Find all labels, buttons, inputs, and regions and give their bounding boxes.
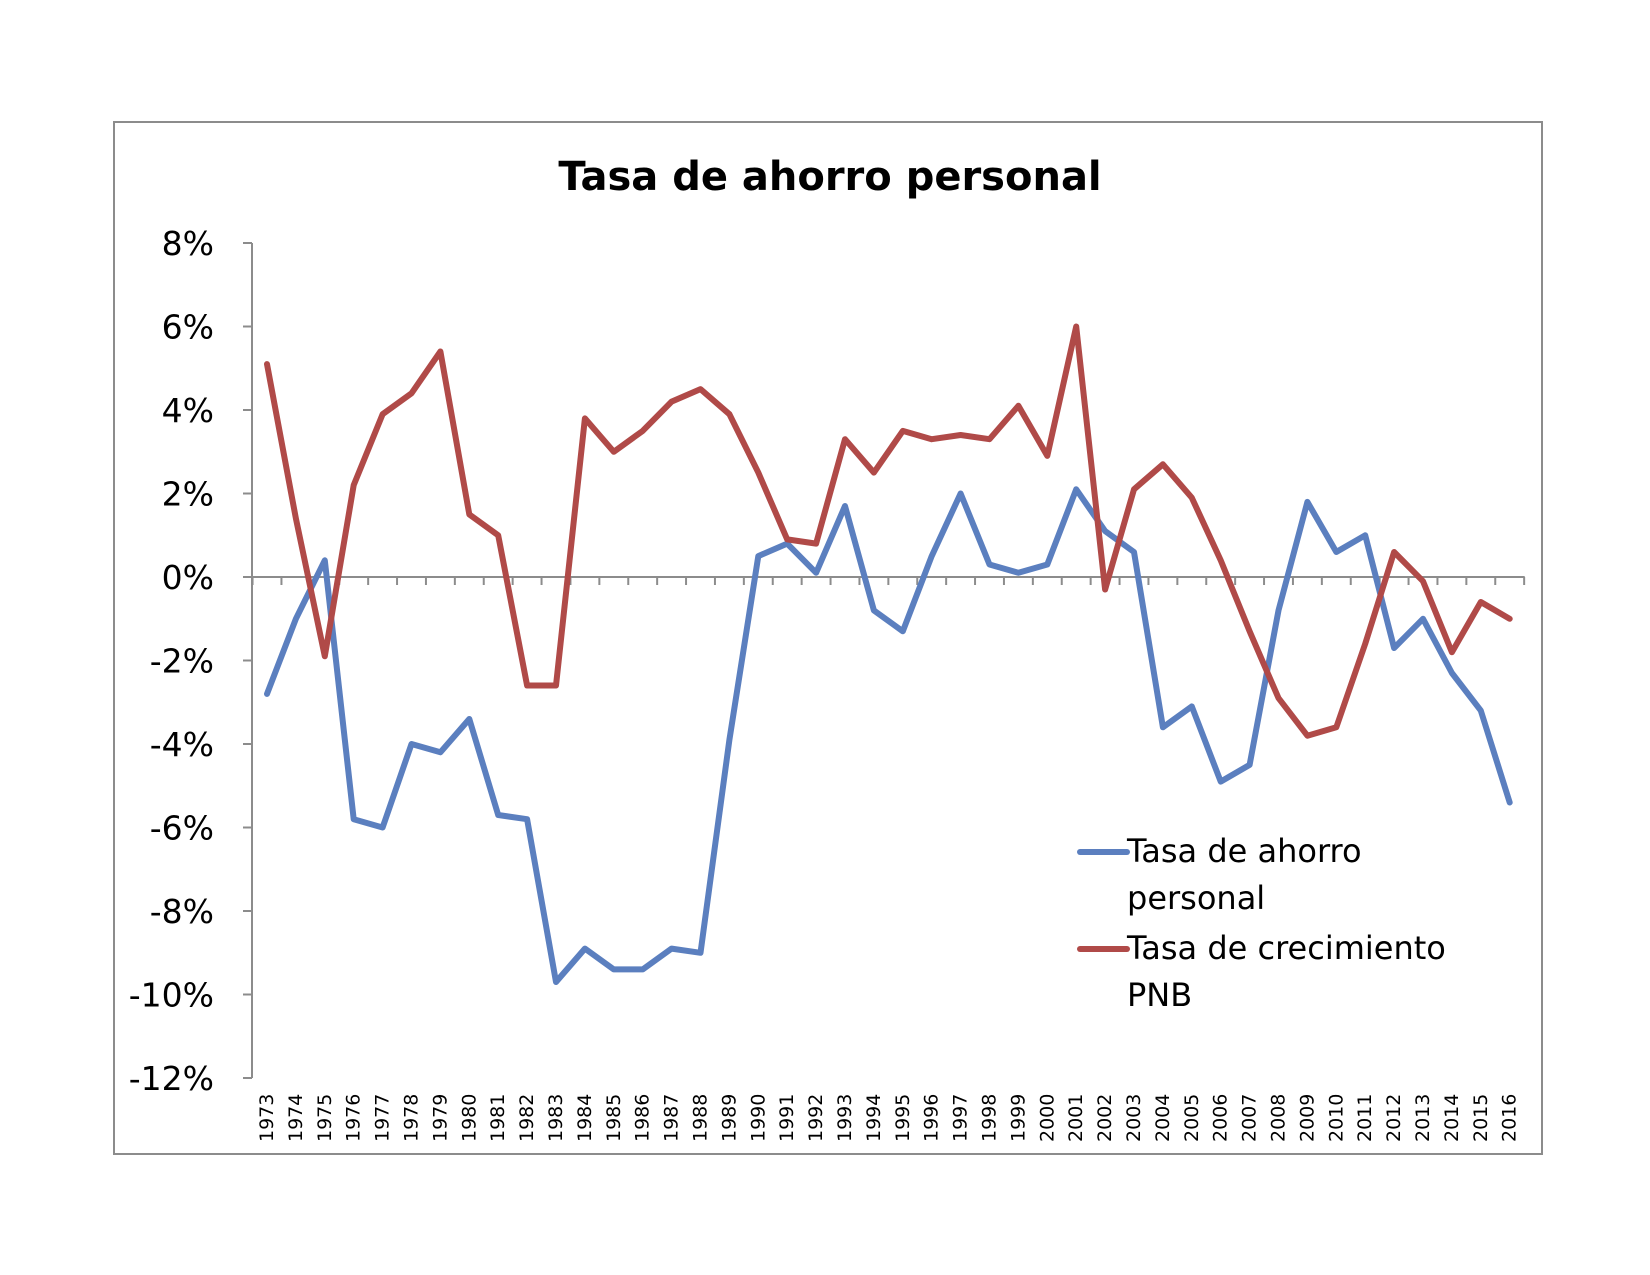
y-tick-label: -2% bbox=[150, 642, 214, 681]
series-line-ahorro bbox=[264, 486, 1513, 985]
y-tick-label: 0% bbox=[162, 558, 214, 597]
x-tick-label: 2004 bbox=[1152, 1094, 1174, 1142]
x-tick-label: 1982 bbox=[516, 1094, 538, 1142]
x-tick-label: 1973 bbox=[256, 1094, 278, 1142]
x-tick-label: 1992 bbox=[805, 1094, 827, 1142]
x-tick-label: 1979 bbox=[429, 1094, 451, 1142]
x-tick-label: 2003 bbox=[1123, 1094, 1145, 1142]
y-tick-label: -8% bbox=[150, 892, 214, 931]
x-tick-label: 2009 bbox=[1296, 1094, 1318, 1142]
x-tick-label: 1983 bbox=[545, 1094, 567, 1142]
y-tick-label: -6% bbox=[150, 809, 214, 848]
x-tick-label: 1987 bbox=[661, 1094, 683, 1142]
legend-label: Tasa de crecimiento bbox=[1126, 929, 1446, 967]
x-tick-label: 1985 bbox=[603, 1094, 625, 1142]
x-tick-label: 2006 bbox=[1210, 1094, 1232, 1142]
x-tick-label: 1978 bbox=[401, 1094, 423, 1142]
x-tick-label: 2005 bbox=[1181, 1094, 1203, 1142]
x-tick-label: 1993 bbox=[834, 1094, 856, 1142]
x-tick-label: 1998 bbox=[979, 1094, 1001, 1142]
x-tick-label: 2015 bbox=[1470, 1094, 1492, 1142]
x-tick-label: 2002 bbox=[1094, 1094, 1116, 1142]
y-tick-label: 6% bbox=[162, 308, 214, 347]
y-tick-label: -4% bbox=[150, 725, 214, 764]
x-tick-label: 1999 bbox=[1007, 1094, 1029, 1142]
x-tick-label: 2001 bbox=[1065, 1094, 1087, 1142]
series-lines bbox=[264, 323, 1513, 985]
x-tick-label: 2011 bbox=[1354, 1094, 1376, 1142]
y-tick-label: -10% bbox=[129, 976, 214, 1015]
y-tick-label: 4% bbox=[162, 391, 214, 430]
x-tick-label: 1989 bbox=[718, 1094, 740, 1142]
legend: Tasa de ahorro personal Tasa de crecimient… bbox=[1077, 832, 1446, 1014]
y-tick-label: 8% bbox=[162, 224, 214, 263]
x-tick-label: 1980 bbox=[458, 1094, 480, 1142]
x-tick-label: 2016 bbox=[1499, 1094, 1521, 1142]
x-tick-label: 1996 bbox=[921, 1094, 943, 1142]
x-tick-label: 2008 bbox=[1268, 1094, 1290, 1142]
x-tick-label: 1986 bbox=[632, 1094, 654, 1142]
series-line-pnb bbox=[264, 323, 1513, 739]
x-tick-label: 1974 bbox=[285, 1094, 307, 1142]
x-tick-label: 1991 bbox=[776, 1094, 798, 1142]
x-tick-label: 1975 bbox=[314, 1094, 336, 1142]
x-tick-label: 1997 bbox=[950, 1094, 972, 1142]
x-tick-label: 2013 bbox=[1412, 1094, 1434, 1142]
chart-frame bbox=[113, 121, 1543, 1155]
x-tick-label: 1990 bbox=[747, 1094, 769, 1142]
x-tick-label: 2012 bbox=[1383, 1094, 1405, 1142]
y-tick-label: 2% bbox=[162, 475, 214, 514]
legend-label: personal bbox=[1127, 879, 1265, 917]
x-tick-label: 1995 bbox=[892, 1094, 914, 1142]
legend-label: PNB bbox=[1127, 976, 1192, 1014]
legend-label: Tasa de ahorro bbox=[1126, 832, 1362, 870]
x-tick-label: 1981 bbox=[487, 1094, 509, 1142]
x-tick-label: 1994 bbox=[863, 1094, 885, 1142]
x-tick-label: 2010 bbox=[1325, 1094, 1347, 1142]
x-tick-label: 1977 bbox=[372, 1094, 394, 1142]
x-tick-label: 2007 bbox=[1239, 1094, 1261, 1142]
x-tick-label: 1988 bbox=[690, 1094, 712, 1142]
x-tick-label: 1984 bbox=[574, 1094, 596, 1142]
x-tick-label: 2000 bbox=[1036, 1094, 1058, 1142]
chart-title: Tasa de ahorro personal bbox=[558, 154, 1101, 200]
x-tick-label: 2014 bbox=[1441, 1094, 1463, 1142]
axes: -12% -10% -8% -6% -4% -2% 0% 2% 4% 6% 8% 1973 1974 19… bbox=[129, 224, 1526, 1142]
y-tick-label: -12% bbox=[129, 1059, 214, 1098]
x-tick-label: 1976 bbox=[343, 1094, 365, 1142]
